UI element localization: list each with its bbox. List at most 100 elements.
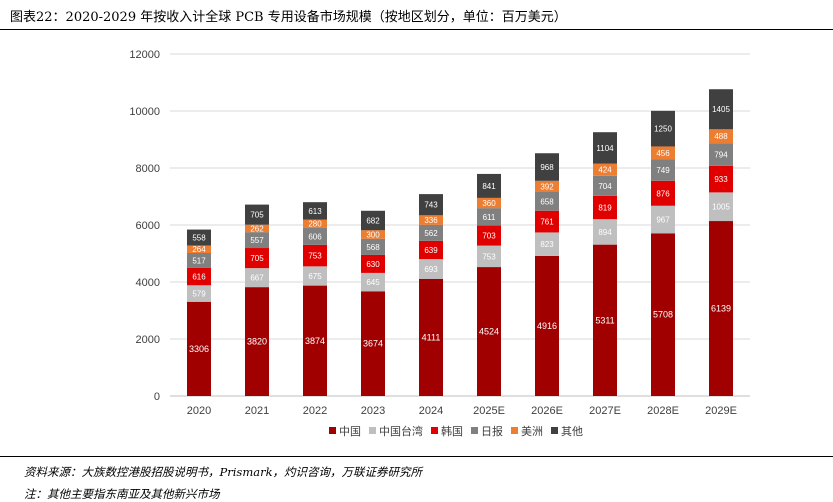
bar-segment — [303, 219, 327, 228]
legend-swatch — [471, 427, 478, 434]
y-tick-label: 12000 — [129, 49, 160, 61]
data-label: 4111 — [422, 332, 441, 342]
legend-label: 日报 — [481, 424, 503, 438]
legend-label: 中国台湾 — [379, 424, 423, 438]
data-label: 517 — [192, 256, 206, 265]
bar-segment — [419, 240, 443, 260]
x-tick-label: 2024 — [419, 405, 443, 417]
data-label: 613 — [308, 207, 322, 216]
data-label: 4524 — [479, 327, 499, 337]
x-tick-label: 2022 — [303, 405, 327, 417]
bar-segment — [651, 159, 675, 181]
data-label: 424 — [598, 166, 612, 175]
data-label: 794 — [714, 150, 728, 159]
data-label: 392 — [540, 182, 554, 191]
bar-segment — [361, 230, 385, 239]
bar-segment — [651, 146, 675, 160]
data-label: 639 — [424, 246, 438, 255]
bar-segment — [361, 291, 385, 396]
bar-segment — [593, 195, 617, 220]
bar-segment — [477, 245, 501, 268]
data-label: 1250 — [654, 125, 672, 134]
data-label: 360 — [482, 199, 496, 208]
chart-title: 图表22：2020-2029 年按收入计全球 PCB 专用设备市场规模（按地区划… — [10, 10, 567, 25]
bar-segment — [709, 89, 733, 130]
stacked-bar-chart: 0 2000 4000 6000 8000 10000 12000 3306 579 616 517… — [129, 49, 750, 438]
bar-segment — [303, 227, 327, 245]
x-tick-label: 2027E — [589, 405, 621, 417]
data-label: 704 — [598, 182, 612, 191]
legend-swatch — [369, 427, 376, 434]
bar-segment — [535, 210, 559, 233]
data-label: 658 — [540, 197, 554, 206]
bar-segment — [709, 143, 733, 166]
bar-segment — [593, 163, 617, 176]
bar-segment — [361, 210, 385, 231]
legend-swatch — [551, 427, 558, 434]
bar-segment — [709, 221, 733, 396]
bar-segment — [303, 266, 327, 286]
x-tick-label: 2023 — [361, 405, 385, 417]
bar-segment — [303, 244, 327, 267]
data-label: 933 — [714, 175, 728, 184]
bar-segment — [535, 255, 559, 396]
bar-segment — [361, 272, 385, 292]
x-tick-label: 2020 — [187, 405, 211, 417]
x-tick-label: 2025E — [473, 405, 505, 417]
bar-segment — [303, 285, 327, 396]
data-label: 630 — [366, 260, 380, 269]
y-tick-label: 10000 — [129, 106, 160, 118]
bar-segment — [651, 110, 675, 147]
data-label: 876 — [656, 189, 670, 198]
bar-segment — [419, 224, 443, 241]
data-label: 558 — [192, 234, 206, 243]
y-tick-label: 2000 — [136, 334, 160, 346]
bar-segment — [593, 219, 617, 245]
bar-segment — [535, 232, 559, 256]
x-tick-label: 2026E — [531, 405, 563, 417]
bar-segment — [187, 267, 211, 286]
data-label: 606 — [308, 232, 322, 241]
bar-segment — [187, 252, 211, 268]
legend-label: 其他 — [561, 425, 583, 438]
bar-segment — [187, 285, 211, 302]
bar-segment — [187, 301, 211, 396]
bar-segment — [709, 165, 733, 193]
bar-segment — [593, 132, 617, 164]
data-label: 753 — [308, 252, 322, 261]
footnote: 注：其他主要指东南亚及其他新兴市场 — [24, 487, 220, 501]
legend-label: 中国 — [339, 425, 361, 438]
bar-segment — [419, 259, 443, 279]
data-label: 264 — [192, 245, 206, 254]
y-tick-label: 0 — [154, 391, 160, 403]
bar-segment — [477, 267, 501, 396]
y-tick-label: 4000 — [136, 277, 160, 289]
bar-segment — [709, 129, 733, 144]
data-label: 967 — [656, 216, 670, 225]
bar-segment — [245, 268, 269, 288]
data-label: 1104 — [596, 144, 614, 153]
bar-segment — [245, 248, 269, 269]
source-rule — [0, 456, 833, 457]
data-label: 667 — [250, 274, 264, 283]
bar-segment — [245, 204, 269, 225]
data-label: 705 — [250, 211, 264, 220]
data-label: 3306 — [189, 344, 209, 354]
data-label: 262 — [250, 224, 264, 233]
bar-segment — [477, 225, 501, 246]
data-label: 336 — [424, 216, 438, 225]
data-label: 823 — [540, 240, 554, 249]
x-tick-label: 2029E — [705, 405, 737, 417]
bar-segment — [361, 238, 385, 255]
bar-segment — [651, 205, 675, 234]
bar-segment — [303, 202, 327, 220]
legend-label: 韩国 — [441, 424, 463, 438]
data-label: 4916 — [537, 321, 557, 331]
bar-segment — [477, 173, 501, 198]
data-label: 761 — [540, 218, 554, 227]
data-label: 562 — [424, 229, 438, 238]
data-label: 5311 — [595, 315, 614, 325]
data-label: 616 — [192, 272, 206, 281]
bar-segment — [709, 192, 733, 222]
legend-swatch — [431, 427, 438, 434]
